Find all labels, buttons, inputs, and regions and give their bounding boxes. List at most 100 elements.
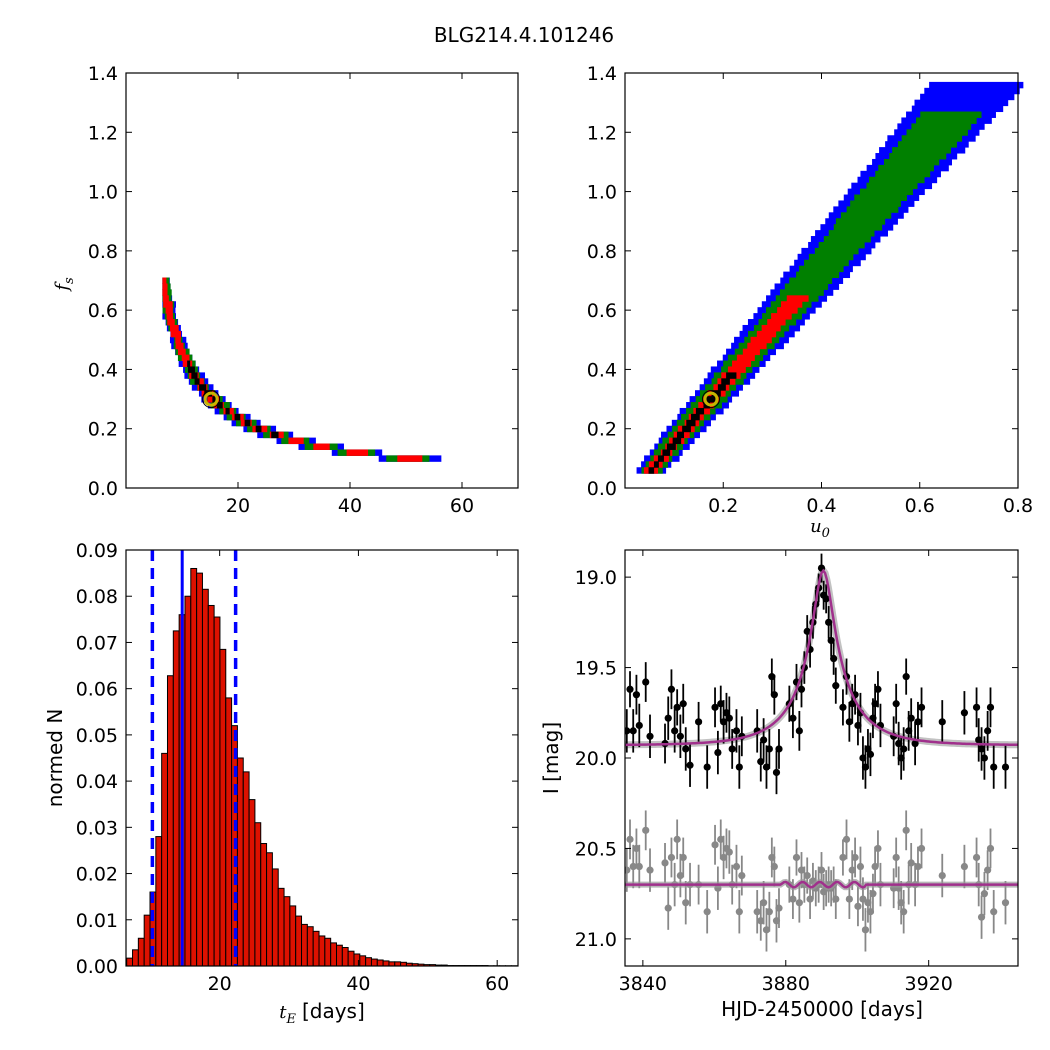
tE-histogram-xlabel: tE [days] (279, 999, 365, 1027)
residuals-point (765, 908, 773, 916)
residuals-point (676, 871, 684, 880)
density-cell (175, 342, 184, 350)
density-cell (875, 170, 931, 178)
residuals-point (972, 853, 981, 862)
density-cell (920, 93, 1015, 101)
density-cell (911, 123, 972, 130)
histogram-bar (353, 953, 361, 967)
lightcurve-ytick-label: 20.0 (575, 748, 617, 770)
density-cell (736, 354, 755, 362)
tE-histogram-bars (126, 567, 518, 967)
density-cell (181, 354, 190, 362)
tE-fs-ytick-label: 1.2 (88, 122, 118, 144)
event-point (975, 736, 983, 744)
density-cell (199, 384, 207, 391)
residual-model-line (625, 880, 1018, 889)
event-point (625, 727, 631, 735)
lightcurve-ytick-label: 19.0 (575, 567, 617, 589)
event-point (762, 763, 771, 771)
event-point (632, 691, 641, 699)
lightcurve-xtick-label: 3920 (905, 973, 953, 995)
residuals-point (854, 902, 862, 910)
density-cell (166, 313, 173, 320)
panel-tE-fs: 20 40 60 0.0 0.2 0.4 0.6 0.8 1.0 1.2 1.4 fs (52, 63, 519, 517)
residuals-point (803, 871, 811, 880)
residuals-point (725, 848, 733, 856)
density-cell (777, 307, 798, 314)
residuals-point (646, 866, 654, 874)
tE-histogram-ytick-label: 0.01 (76, 910, 118, 932)
residuals-point (661, 859, 669, 867)
tE-fs-xtick-label: 60 (450, 495, 474, 517)
best-fit-marker-outline (701, 390, 720, 409)
density-cell (799, 265, 844, 273)
density-cell (784, 283, 829, 290)
residuals-point (938, 871, 946, 880)
residuals-point (717, 835, 725, 843)
histogram-bar (324, 937, 332, 967)
u0-fs-ytick-label: 0.4 (587, 359, 617, 381)
density-cell (786, 295, 809, 302)
residuals-point (682, 899, 690, 907)
density-cell (703, 402, 710, 409)
event-point (694, 718, 703, 726)
density-cell (677, 431, 685, 439)
density-cell (726, 372, 737, 379)
histogram-bar (236, 757, 244, 967)
density-cell (346, 449, 369, 456)
event-point (977, 745, 986, 753)
residuals-point (859, 895, 867, 903)
density-cell (804, 259, 849, 267)
density-cell (840, 212, 892, 219)
lightcurve-frame (624, 549, 1019, 967)
event-point (679, 700, 687, 708)
density-cell (397, 455, 423, 462)
histogram-bar (201, 588, 209, 967)
density-cell (828, 230, 875, 237)
residuals-point (832, 895, 840, 903)
histogram-bar (248, 799, 256, 967)
density-cell (695, 407, 705, 415)
event-point (845, 718, 853, 726)
event-point (902, 673, 910, 681)
event-point (914, 718, 922, 726)
tE-fs-xtick-label: 40 (338, 495, 362, 517)
histogram-bar (196, 572, 203, 967)
event-point (717, 700, 725, 708)
tE-histogram-ticks: 20 40 60 0.00 0.01 0.02 0.03 0.04 0.05 0.06 0.07 0.… (76, 540, 518, 995)
residuals-point (760, 899, 768, 907)
density-cell (167, 319, 175, 326)
event-point (732, 727, 741, 735)
density-cell (721, 378, 730, 385)
histogram-bar (190, 567, 198, 967)
event-point (682, 745, 690, 753)
density-cell (162, 289, 168, 296)
residuals-point (775, 904, 783, 912)
density-cell (750, 336, 772, 344)
residuals-point (632, 844, 641, 853)
event-point (711, 703, 719, 711)
density-cell (761, 324, 781, 332)
histogram-bar (213, 616, 221, 967)
density-cell (866, 182, 918, 190)
density-cell (194, 378, 200, 385)
density-cell (914, 99, 1009, 107)
tE-fs-ticks: 20 40 60 0.0 0.2 0.4 0.6 0.8 1.0 1.2 1.4 (88, 63, 518, 517)
histogram-bar (306, 926, 314, 967)
event-point (832, 682, 840, 690)
density-cell (906, 129, 968, 136)
density-cell (756, 330, 777, 338)
tE-fs-ytick-label: 0.2 (88, 419, 118, 441)
density-cell (234, 413, 241, 421)
residuals-point (753, 908, 761, 916)
residuals-point (625, 866, 631, 874)
u0-fs-ytick-label: 0.0 (587, 478, 617, 500)
density-cell (860, 188, 913, 196)
density-cell (255, 425, 262, 433)
event-point (728, 745, 736, 753)
tE-fs-ytick-label: 1.0 (88, 182, 118, 204)
histogram-bar (132, 949, 139, 967)
density-cell (648, 467, 655, 474)
histogram-bar (289, 905, 297, 967)
residuals-point (789, 895, 797, 903)
